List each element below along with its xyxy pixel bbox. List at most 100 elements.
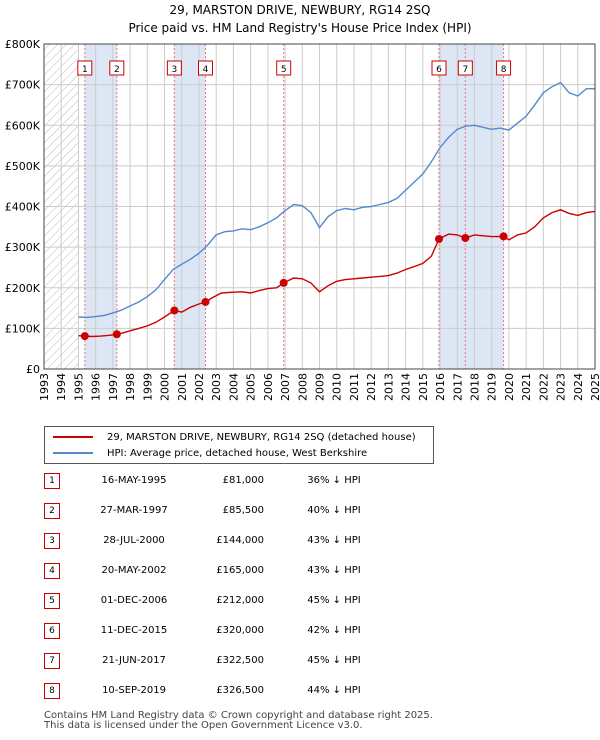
sale-price: £81,000 bbox=[222, 475, 264, 486]
sale-price: £212,000 bbox=[216, 595, 264, 606]
sale-date: 01-DEC-2006 bbox=[100, 595, 168, 606]
sale-label-number: 5 bbox=[281, 65, 287, 75]
sale-label-number: 6 bbox=[436, 65, 442, 75]
sale-date: 11-DEC-2015 bbox=[100, 625, 168, 636]
table-row: 5 01-DEC-2006 £212,000 45% ↓ HPI bbox=[44, 590, 404, 610]
sale-label-box: 8 bbox=[496, 60, 512, 76]
x-tick-label: 1998 bbox=[124, 373, 137, 401]
hpi-difference: 45% ↓ HPI bbox=[307, 655, 361, 666]
sale-label-box: 1 bbox=[77, 60, 93, 76]
sale-point bbox=[434, 235, 443, 243]
legend-label-property: 29, MARSTON DRIVE, NEWBURY, RG14 2SQ (de… bbox=[107, 431, 416, 443]
x-tick-label: 2001 bbox=[176, 373, 189, 401]
sale-price: £85,500 bbox=[222, 505, 264, 516]
sale-price: £326,500 bbox=[216, 685, 264, 696]
x-tick-label: 1994 bbox=[55, 373, 68, 401]
sale-date: 27-MAR-1997 bbox=[100, 505, 168, 516]
x-tick-label: 2000 bbox=[159, 373, 172, 401]
y-tick-label: £0 bbox=[26, 363, 40, 376]
y-tick-label: £600K bbox=[5, 119, 41, 132]
sale-label-number: 4 bbox=[203, 65, 209, 75]
table-row: 1 16-MAY-1995 £81,000 36% ↓ HPI bbox=[44, 470, 404, 490]
sale-number-badge: 2 bbox=[44, 503, 60, 519]
sale-label-box: 6 bbox=[431, 60, 447, 76]
x-tick-label: 2008 bbox=[296, 373, 309, 401]
sale-point bbox=[80, 332, 89, 341]
x-tick-label: 2010 bbox=[331, 373, 344, 401]
footer-line-2: This data is licensed under the Open Gov… bbox=[44, 720, 363, 731]
x-tick-label: 2013 bbox=[382, 373, 395, 401]
y-tick-label: £700K bbox=[5, 79, 41, 92]
y-tick-label: £300K bbox=[5, 241, 41, 254]
x-tick-label: 2023 bbox=[555, 373, 568, 401]
footer-line-1: Contains HM Land Registry data © Crown c… bbox=[44, 710, 433, 721]
x-tick-label: 2005 bbox=[245, 373, 258, 401]
x-tick-label: 2004 bbox=[227, 373, 240, 401]
legend-item-property: 29, MARSTON DRIVE, NEWBURY, RG14 2SQ (de… bbox=[53, 430, 416, 444]
sale-label-border bbox=[276, 60, 292, 76]
chart-legend: 29, MARSTON DRIVE, NEWBURY, RG14 2SQ (de… bbox=[44, 426, 434, 464]
sale-number-badge: 3 bbox=[44, 533, 60, 549]
sale-point bbox=[499, 232, 508, 241]
table-row: 2 27-MAR-1997 £85,500 40% ↓ HPI bbox=[44, 500, 404, 520]
x-tick-label: 2002 bbox=[193, 373, 206, 401]
table-row: 6 11-DEC-2015 £320,000 42% ↓ HPI bbox=[44, 620, 404, 640]
sale-date: 20-MAY-2002 bbox=[101, 565, 167, 576]
x-tick-label: 2025 bbox=[589, 373, 600, 401]
x-tick-label: 2011 bbox=[348, 373, 361, 401]
footer: Contains HM Land Registry data © Crown c… bbox=[44, 711, 433, 731]
x-tick-label: 2017 bbox=[451, 373, 464, 401]
x-tick-label: 2016 bbox=[434, 373, 447, 401]
x-tick-label: 1997 bbox=[107, 373, 120, 401]
sale-number-badge: 4 bbox=[44, 563, 60, 579]
sale-price: £320,000 bbox=[216, 625, 264, 636]
chart-subtitle: Price paid vs. HM Land Registry's House … bbox=[128, 21, 471, 35]
sale-label-box: 5 bbox=[276, 60, 292, 76]
legend-item-hpi: HPI: Average price, detached house, West… bbox=[53, 446, 367, 460]
sale-label-number: 3 bbox=[171, 65, 177, 75]
sale-label-border bbox=[166, 60, 182, 76]
sale-label-border bbox=[496, 60, 512, 76]
x-tick-label: 2003 bbox=[210, 373, 223, 401]
x-tick-label: 1996 bbox=[90, 373, 103, 401]
sale-price: £144,000 bbox=[216, 535, 264, 546]
x-tick-label: 2006 bbox=[262, 373, 275, 401]
x-tick-label: 2015 bbox=[417, 373, 430, 401]
sale-label-box: 3 bbox=[166, 60, 182, 76]
price-chart: 29, MARSTON DRIVE, NEWBURY, RG14 2SQ Pric… bbox=[5, 3, 600, 401]
sale-point bbox=[279, 278, 288, 287]
sale-label-number: 7 bbox=[462, 65, 468, 75]
chart-title: 29, MARSTON DRIVE, NEWBURY, RG14 2SQ bbox=[170, 3, 431, 17]
hpi-line bbox=[78, 81, 595, 319]
hpi-difference: 43% ↓ HPI bbox=[307, 535, 361, 546]
x-tick-label: 2009 bbox=[314, 373, 327, 401]
x-tick-label: 2018 bbox=[468, 373, 481, 401]
sale-label-box: 4 bbox=[198, 60, 214, 76]
sale-label-border bbox=[431, 60, 447, 76]
x-tick-label: 2021 bbox=[520, 373, 533, 401]
hpi-difference: 36% ↓ HPI bbox=[307, 475, 361, 486]
sale-label-border bbox=[109, 60, 125, 76]
sale-number-badge: 6 bbox=[44, 623, 60, 639]
hpi-difference: 44% ↓ HPI bbox=[307, 685, 361, 696]
x-tick-label: 1999 bbox=[141, 373, 154, 401]
sale-label-border bbox=[457, 60, 473, 76]
sale-label-box: 7 bbox=[457, 60, 473, 76]
sale-label-number: 8 bbox=[501, 65, 507, 75]
legend-label-hpi: HPI: Average price, detached house, West… bbox=[107, 447, 368, 459]
sale-point bbox=[201, 297, 210, 306]
y-tick-label: £400K bbox=[5, 201, 41, 214]
hpi-difference: 45% ↓ HPI bbox=[307, 595, 361, 606]
table-row: 4 20-MAY-2002 £165,000 43% ↓ HPI bbox=[44, 560, 404, 580]
sale-point bbox=[461, 233, 470, 242]
table-row: 8 10-SEP-2019 £326,500 44% ↓ HPI bbox=[44, 680, 404, 700]
sale-label-border bbox=[198, 60, 214, 76]
sale-number-badge: 5 bbox=[44, 593, 60, 609]
legend-line-blue bbox=[53, 452, 93, 454]
sale-label-box: 2 bbox=[109, 60, 125, 76]
plot-frame bbox=[43, 43, 596, 370]
sale-point bbox=[112, 330, 121, 339]
legend-line-red bbox=[53, 436, 93, 438]
sale-number-badge: 7 bbox=[44, 653, 60, 669]
sale-label-number: 2 bbox=[114, 65, 120, 75]
